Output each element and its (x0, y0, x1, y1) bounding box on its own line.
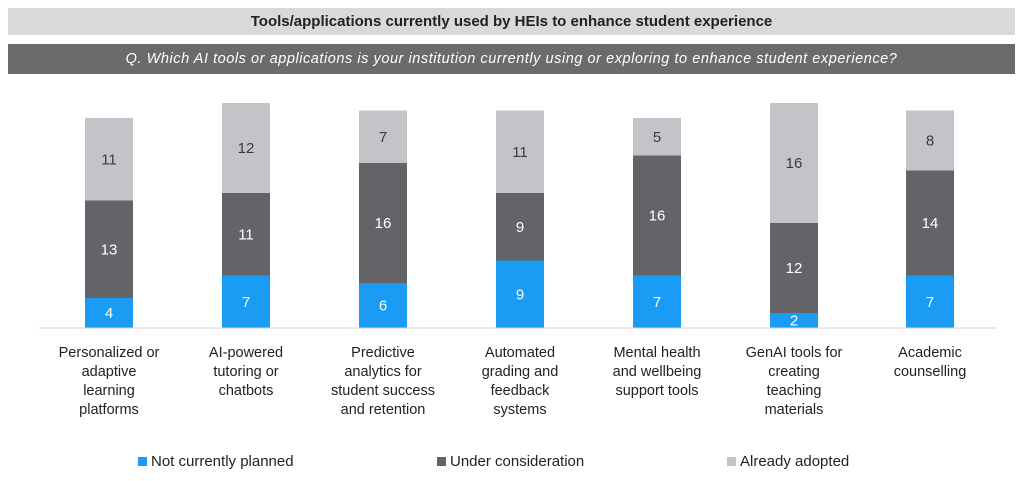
category-label-line: support tools (615, 383, 698, 399)
legend-item-under-consideration: Under consideration (437, 452, 584, 472)
bar-value-label: 13 (101, 241, 118, 258)
bar-value-label: 16 (786, 155, 803, 172)
bar-segment-already-adopted-5 (633, 118, 681, 156)
bar-segment-under-consideration-3 (359, 163, 407, 283)
bar-value-label: 5 (653, 129, 661, 146)
category-label-line: teaching (767, 383, 822, 399)
category-label-line: Mental health (613, 345, 700, 361)
bar-value-label: 12 (786, 260, 803, 277)
bar-value-label: 6 (379, 298, 387, 315)
legend: Not currently planned Under consideratio… (0, 452, 1023, 472)
bar-segment-not-planned-2 (222, 275, 270, 328)
bar-value-label: 16 (375, 215, 392, 232)
legend-swatch-under-consideration (437, 457, 446, 466)
category-label-line: and retention (341, 402, 426, 418)
category-label-line: Predictive (351, 345, 415, 361)
category-label-line: and wellbeing (613, 364, 702, 380)
category-label-line: chatbots (219, 383, 274, 399)
category-labels: Personalized or adaptive learning platforms… (59, 345, 967, 418)
survey-question: Q. Which AI tools or applications is you… (8, 44, 1015, 74)
bar-segment-not-planned-7 (906, 275, 954, 328)
chart-title: Tools/applications currently used by HEI… (8, 8, 1015, 35)
bar-value-label: 8 (926, 133, 934, 150)
category-label-line: feedback (491, 383, 551, 399)
bar-segment-under-consideration-1 (85, 200, 133, 298)
bar-segment-not-planned-1 (85, 298, 133, 328)
legend-label-under-consideration: Under consideration (450, 453, 585, 470)
bar-segment-under-consideration-6 (770, 223, 818, 313)
bar-segment-under-consideration-4 (496, 193, 544, 261)
legend-item-not-planned: Not currently planned (138, 452, 294, 472)
legend-label-not-planned: Not currently planned (151, 453, 294, 470)
bar-value-label: 7 (926, 294, 934, 311)
bar-segment-not-planned-5 (633, 275, 681, 328)
legend-swatch-already-adopted (727, 457, 736, 466)
bar-segment-under-consideration-5 (633, 155, 681, 276)
category-label-line: tutoring or (213, 364, 278, 380)
bar-segment-already-adopted-6 (770, 103, 818, 223)
bar-group: 4 13 11 7 11 12 6 16 7 9 9 11 7 16 5 2 12 16 7 14 8 (85, 103, 954, 330)
category-label-line: platforms (79, 402, 139, 418)
category-label-line: counselling (894, 364, 967, 380)
bar-value-label: 7 (379, 129, 387, 146)
bar-value-label: 9 (516, 286, 524, 303)
category-label-line: GenAI tools for (746, 345, 843, 361)
bar-value-label: 12 (238, 140, 255, 157)
category-label-line: Academic (898, 345, 962, 361)
category-label-line: systems (493, 402, 546, 418)
bar-segment-under-consideration-2 (222, 193, 270, 276)
bar-value-label: 4 (105, 305, 113, 322)
bar-value-label: 2 (790, 313, 798, 330)
category-label-line: AI-powered (209, 345, 283, 361)
bar-value-label: 16 (649, 208, 666, 225)
bar-value-label: 7 (653, 294, 661, 311)
category-label-line: learning (83, 383, 135, 399)
legend-item-already-adopted: Already adopted (727, 452, 849, 472)
category-label-line: Personalized or (59, 345, 160, 361)
category-label-line: student success (331, 383, 435, 399)
category-label-line: creating (768, 364, 820, 380)
category-label-line: materials (765, 402, 824, 418)
category-label-line: adaptive (82, 364, 137, 380)
bar-segment-already-adopted-2 (222, 103, 270, 193)
bar-value-label: 14 (922, 215, 939, 232)
bar-segment-not-planned-4 (496, 260, 544, 328)
bar-segment-not-planned-6 (770, 313, 818, 328)
bar-segment-not-planned-3 (359, 283, 407, 328)
stacked-bar-chart: 4 13 11 7 11 12 6 16 7 9 9 11 7 16 5 2 12 16 7 14 8 Personal… (39, 103, 997, 418)
bar-value-label: 11 (512, 144, 528, 161)
bar-value-label: 7 (242, 294, 250, 311)
category-label-line: Automated (485, 345, 555, 361)
bar-segment-already-adopted-3 (359, 110, 407, 163)
bar-segment-already-adopted-7 (906, 110, 954, 171)
bar-value-label: 11 (238, 226, 254, 243)
bar-segment-under-consideration-7 (906, 170, 954, 276)
legend-label-already-adopted: Already adopted (740, 453, 850, 470)
bar-value-label: 9 (516, 219, 524, 236)
bar-segment-already-adopted-4 (496, 110, 544, 193)
bar-value-label: 11 (101, 151, 117, 168)
category-label-line: analytics for (344, 364, 422, 380)
category-label-line: grading and (482, 364, 559, 380)
bar-segment-already-adopted-1 (85, 118, 133, 201)
legend-swatch-not-planned (138, 457, 147, 466)
